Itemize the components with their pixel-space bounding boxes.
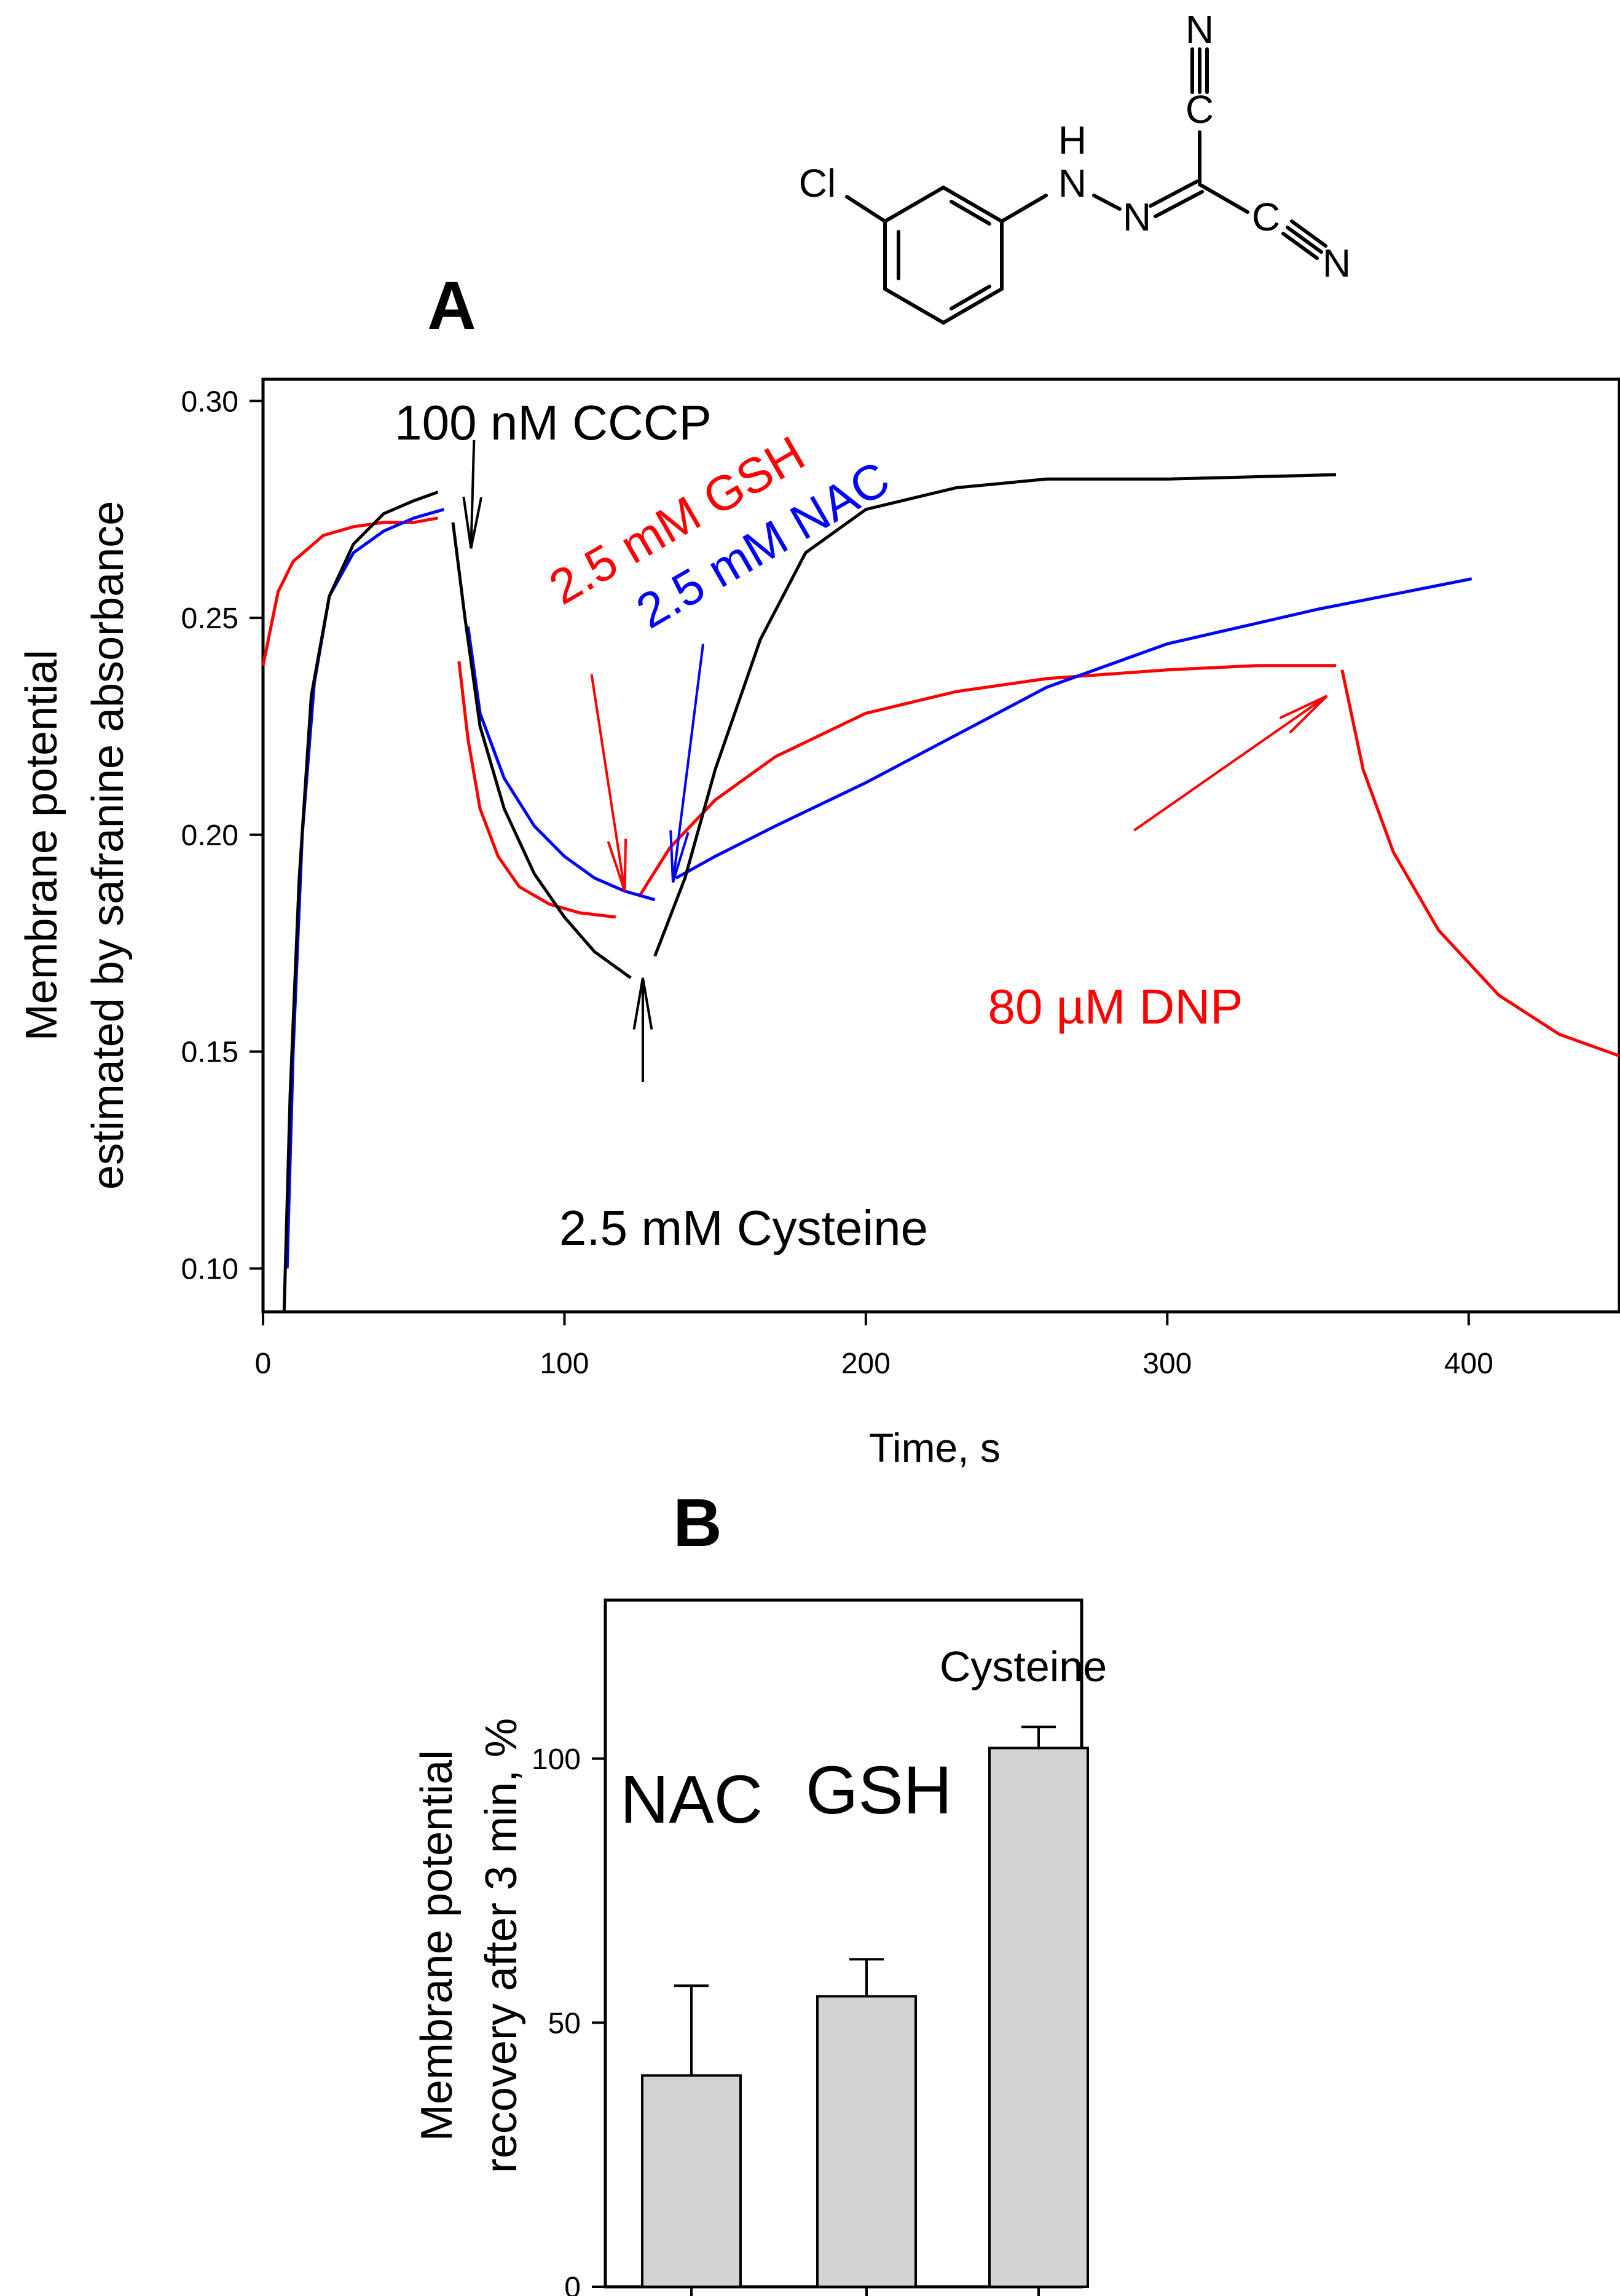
annotation-arrowhead [1289,695,1328,734]
annotation-arrowhead [623,838,627,891]
y-tick-label: 0.30 [181,385,238,418]
nh-n-bond [1092,194,1122,211]
annotation-label: 80 µM DNP [988,979,1243,1034]
atom-label-c: C [1252,195,1280,239]
x-tick-label: 0 [255,1347,272,1380]
annotation-arrow [1133,695,1328,832]
category-label-gsh: GSH [806,1753,952,1828]
y-tick-label: 0.10 [181,1253,238,1285]
series-line-cysteine [282,491,439,1312]
panel-a-y-axis-label-line1: Membrane potential [17,650,66,1041]
series-line-gsh [638,664,1336,896]
annotation-arrow [590,674,626,891]
atom-label-h: H [1058,118,1087,162]
category-label-cysteine: Cysteine [940,1643,1107,1690]
triple-bond [1281,232,1319,260]
annotation-arrowhead [669,830,675,883]
annotation-arrowhead [672,832,690,883]
bar-gsh [816,1995,917,2289]
atom-label-n: N [1058,161,1087,205]
atom-label-n: N [1323,241,1351,285]
x-tick-label: 200 [841,1347,891,1380]
atom-label-n: N [1123,195,1151,239]
y-tick-label: 50 [548,2007,581,2040]
ring-double-bond [950,200,991,226]
atom-label-cl: Cl [799,161,836,205]
y-tick-label: 0.25 [181,602,238,635]
atom-label-c: C [1186,87,1214,132]
series-line-nac [285,508,444,1269]
series-line-gsh [457,661,616,919]
annotation-arrowhead [1279,695,1328,719]
annotation-arrowhead [462,496,473,549]
c-c-bond [1198,183,1249,214]
y-tick-label: 0 [564,2271,581,2296]
ring-nh-bond [1000,194,1048,223]
cl-bond [845,195,887,223]
atom-label-n: N [1186,7,1214,52]
y-tick-label: 100 [532,1743,581,1776]
panel-a-x-axis-label: Time, s [869,1425,1001,1470]
series-line-nac [466,626,656,902]
annotation-arrowhead [641,977,653,1030]
benzene-ring [883,185,1004,325]
annotation-arrowhead [607,841,626,892]
bar-nac [641,2074,742,2288]
annotation-arrowhead [632,977,644,1030]
y-tick-label: 0.20 [181,819,238,852]
panel-a-label: A [427,268,476,344]
annotation-arrowhead [470,497,483,549]
y-tick-label: 0.15 [181,1036,238,1069]
annotation-arrow [672,644,705,883]
bar-cysteine [988,1746,1089,2289]
series-line-cysteine [451,522,632,979]
panel-a-y-axis-label-line2: estimated by safranine absorbance [84,501,133,1190]
x-tick-label: 400 [1444,1347,1493,1380]
triple-bond [1290,219,1327,248]
cccp-structure [845,47,1327,325]
series-line-cysteine [653,473,1337,957]
annotation-arrow [470,440,476,549]
panel-a-plot-frame [261,377,1620,1314]
series-line-gsh [261,516,438,666]
series-line-nac [675,577,1473,880]
n-c-double-bond [1149,179,1199,208]
series-line-gsh [1340,669,1620,1058]
panel-b-y-axis-label-line1: Membrane potential [412,1750,462,2141]
annotation-label: 2.5 mM Cysteine [559,1201,928,1255]
n-c-double-bond [1154,190,1204,218]
panel-b-label: B [673,1485,722,1561]
category-label-nac: NAC [620,1762,763,1837]
x-tick-label: 300 [1142,1347,1192,1380]
ring-double-bond [950,285,991,310]
x-tick-label: 100 [540,1347,589,1380]
panel-b-y-axis-label-line2: recovery after 3 min, % [477,1718,526,2173]
annotation-label: 100 nM CCCP [395,395,712,450]
triple-bond [1286,226,1323,254]
